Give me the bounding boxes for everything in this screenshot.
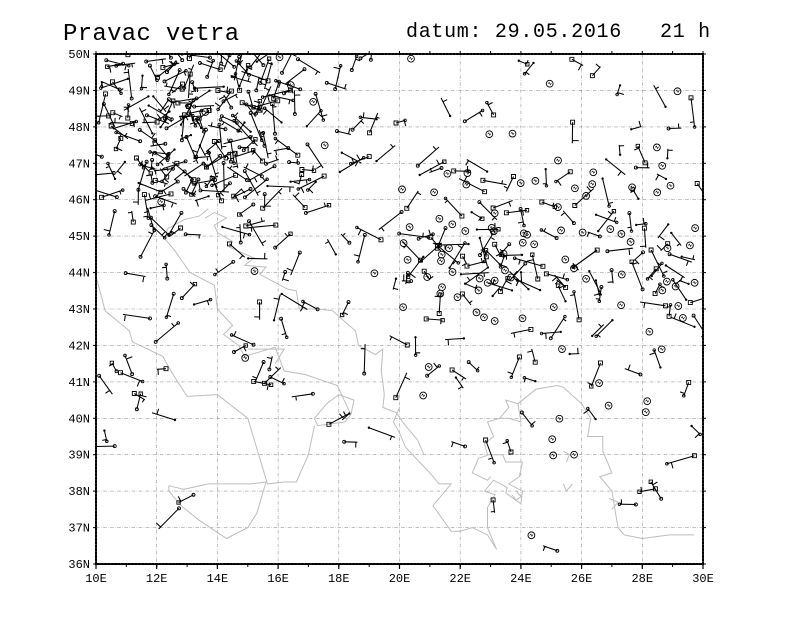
svg-text:39N: 39N (68, 449, 90, 463)
svg-text:49N: 49N (68, 84, 90, 98)
svg-text:44N: 44N (68, 267, 90, 281)
svg-text:12E: 12E (146, 572, 168, 586)
svg-text:30E: 30E (692, 572, 714, 586)
svg-text:43N: 43N (68, 303, 90, 317)
svg-text:26E: 26E (571, 572, 593, 586)
svg-text:42N: 42N (68, 339, 90, 353)
svg-text:18E: 18E (328, 572, 350, 586)
svg-text:16E: 16E (267, 572, 289, 586)
svg-text:41N: 41N (68, 376, 90, 390)
svg-text:50N: 50N (68, 48, 90, 62)
svg-text:24E: 24E (510, 572, 532, 586)
svg-text:10E: 10E (85, 572, 107, 586)
svg-text:37N: 37N (68, 522, 90, 536)
svg-text:46N: 46N (68, 194, 90, 208)
svg-text:47N: 47N (68, 157, 90, 171)
svg-text:22E: 22E (449, 572, 471, 586)
svg-text:48N: 48N (68, 121, 90, 135)
svg-text:45N: 45N (68, 230, 90, 244)
svg-text:36N: 36N (68, 558, 90, 572)
svg-text:38N: 38N (68, 485, 90, 499)
svg-text:28E: 28E (631, 572, 653, 586)
svg-text:14E: 14E (207, 572, 229, 586)
svg-text:20E: 20E (389, 572, 411, 586)
svg-text:40N: 40N (68, 412, 90, 426)
